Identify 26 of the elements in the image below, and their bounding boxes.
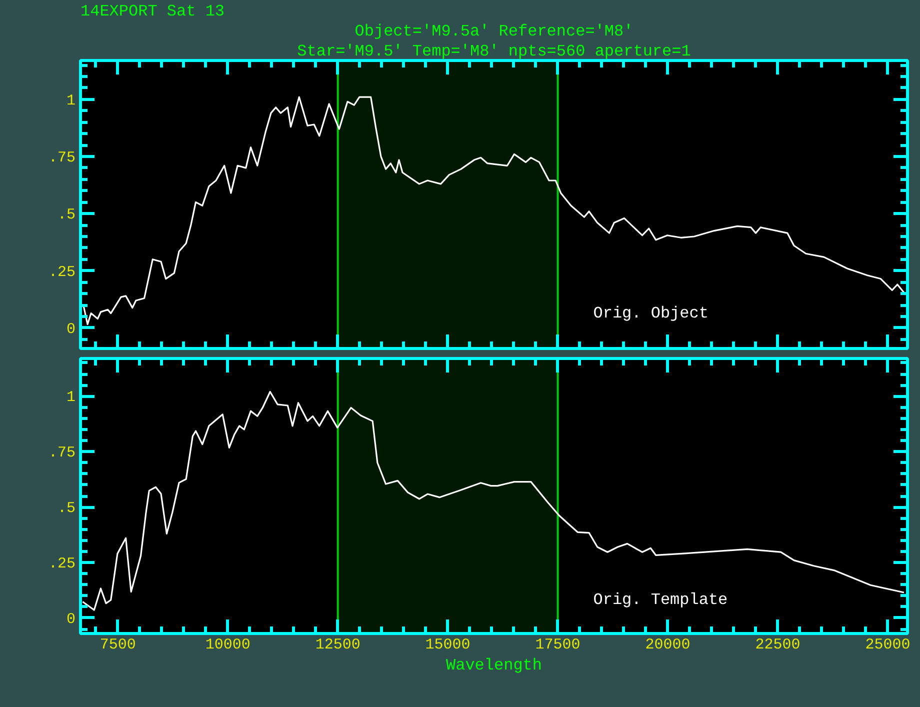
y-tick-label: .25 [48, 264, 76, 281]
line-series [82, 96, 907, 326]
y-tick-label: .75 [48, 444, 76, 462]
chart-title: Object='M9.5a' Reference='M8' [354, 22, 634, 40]
x-axis-title: Wavelength [446, 656, 542, 674]
y-tick-label: 1 [66, 389, 76, 406]
x-tick-label: 15000 [425, 636, 470, 654]
text: 14EXPORT Sat 13 [80, 2, 225, 20]
y-tick-label: 1 [66, 92, 76, 110]
y-tick-label: 0 [66, 610, 76, 628]
y-tick-label: .75 [48, 150, 76, 166]
x-tick-label: 7500 [100, 636, 136, 654]
y-tick-label: .5 [57, 500, 76, 518]
y-tick-label: .5 [57, 206, 76, 224]
x-tick-label: 25000 [865, 636, 910, 654]
x-tick-label: 22500 [755, 636, 800, 654]
x-tick-label: 20000 [645, 636, 690, 654]
y-tick-label: 0 [66, 320, 76, 338]
x-tick-label: 17500 [535, 636, 580, 654]
line-series [82, 390, 905, 611]
x-tick-label: 12500 [315, 636, 360, 654]
text: Orig. Template [593, 590, 728, 609]
chart-subtitle: Star='M9.5' Temp='M8' npts=560 aperture=1 [297, 42, 691, 60]
y-tick-label: .25 [48, 556, 76, 573]
x-tick-label: 10000 [205, 636, 250, 654]
text: Orig. Object [593, 304, 708, 323]
